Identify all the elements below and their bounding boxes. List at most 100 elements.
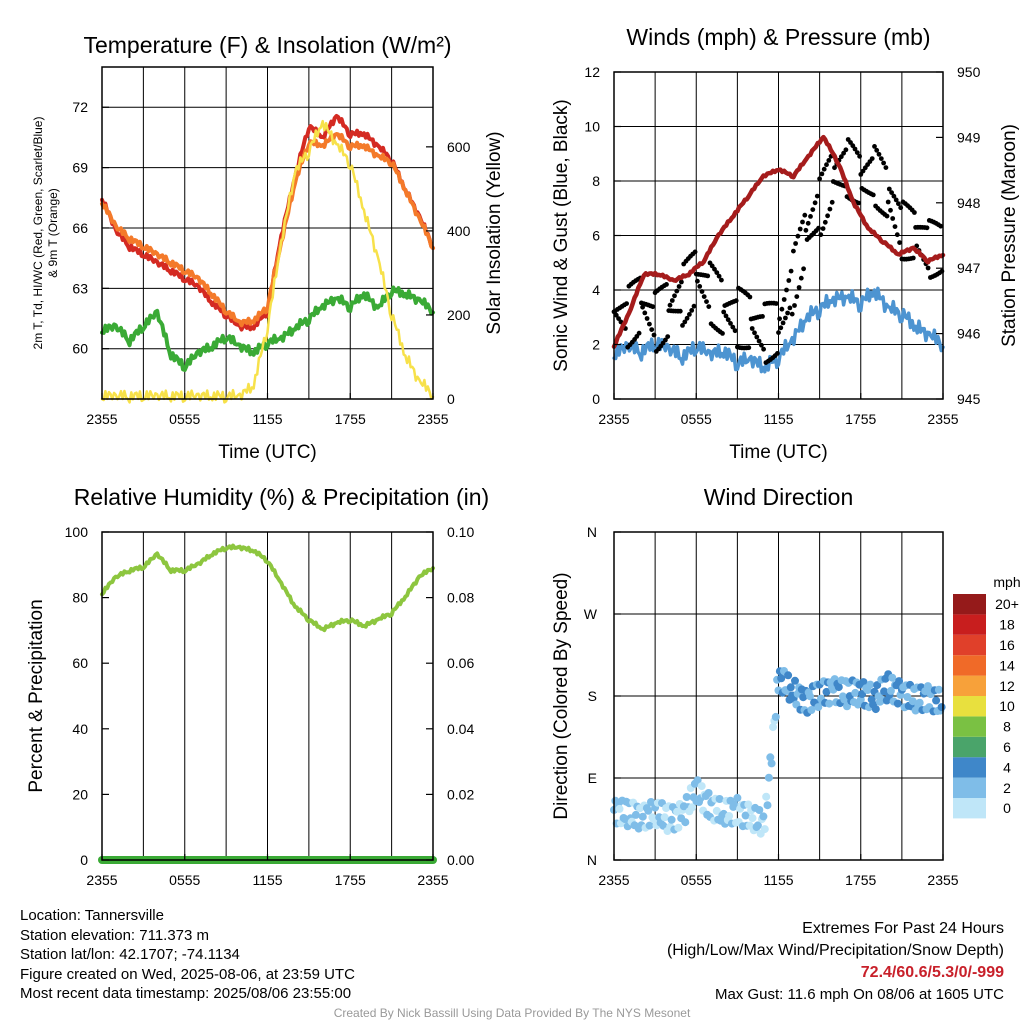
gust-point	[825, 213, 830, 219]
direction-point	[903, 693, 912, 701]
gust-point	[869, 156, 875, 162]
gust-point	[885, 199, 891, 205]
gust-point	[699, 289, 705, 294]
direction-point	[760, 825, 769, 834]
direction-point	[704, 789, 713, 797]
legend-swatch	[953, 777, 986, 798]
direction-point	[814, 703, 823, 712]
gust-point	[816, 225, 821, 231]
gust-point	[814, 193, 820, 199]
gust-point	[819, 171, 825, 177]
legend-label: 4	[1003, 759, 1011, 775]
x-tick-label: 1155	[763, 411, 793, 427]
gust-point	[826, 158, 832, 163]
gust-point	[797, 226, 803, 232]
legend-swatch	[953, 736, 986, 758]
panel-3-grid	[142, 532, 393, 860]
y-right-tick-label: 0.08	[447, 590, 474, 606]
gust-point	[752, 330, 757, 336]
gust-point	[817, 176, 822, 182]
y-right-axis-label: Station Pressure (Maroon)	[999, 124, 1020, 347]
recent-timestamp: Most recent data timestamp: 2025/08/06 2…	[20, 985, 352, 1002]
series-line-wind	[612, 286, 945, 374]
gust-point	[794, 294, 800, 299]
gust-point	[664, 282, 669, 287]
gust-point	[650, 304, 656, 310]
gust-point	[897, 240, 902, 246]
legend-swatch	[953, 655, 986, 676]
x-tick-label: 2355	[86, 411, 117, 427]
station-info: Location: Tannersville Station elevation…	[20, 906, 355, 1004]
y-right-tick-label: 0.02	[447, 786, 474, 802]
y-tick-label: 100	[65, 524, 89, 540]
x-tick-label: 2355	[927, 872, 958, 888]
gust-point	[636, 330, 642, 336]
gust-point	[822, 219, 828, 225]
gust-point	[787, 305, 793, 311]
y-right-tick-label: 400	[447, 223, 471, 239]
y-tick-label: 10	[584, 119, 600, 135]
gust-point	[756, 338, 762, 344]
y-tick-label: 6	[592, 228, 600, 244]
x-tick-label: 1155	[763, 872, 793, 888]
x-tick-label: 2355	[598, 411, 629, 427]
gust-point	[730, 324, 736, 330]
x-tick-label: 1755	[845, 872, 876, 888]
direction-point	[759, 812, 768, 821]
gust-point	[870, 192, 876, 198]
direction-point	[753, 821, 762, 830]
direction-point	[693, 776, 702, 785]
gust-point	[733, 298, 739, 304]
gust-point	[649, 327, 655, 332]
direction-point	[667, 815, 676, 824]
y-right-tick-label: 600	[447, 139, 471, 155]
direction-point	[744, 800, 753, 809]
gust-point	[672, 293, 677, 299]
gust-point	[852, 146, 858, 152]
x-axis-label: Time (UTC)	[218, 442, 317, 463]
gust-point	[888, 207, 893, 213]
gust-point	[760, 314, 765, 319]
max-gust: Max Gust: 11.6 mph On 08/06 at 1605 UTC	[714, 986, 1004, 1003]
direction-point	[807, 706, 816, 714]
gust-point	[613, 312, 619, 318]
direction-point	[688, 803, 697, 812]
legend-swatch	[953, 798, 986, 819]
gust-point	[896, 201, 901, 207]
gust-point	[827, 206, 833, 212]
gust-point	[723, 313, 729, 319]
direction-point	[697, 782, 706, 791]
direction-point	[873, 681, 882, 690]
gust-point	[691, 303, 697, 309]
gust-point	[719, 277, 724, 283]
chart-title: Wind Direction	[704, 484, 854, 510]
y-right-tick-label: 0.04	[447, 721, 474, 737]
gust-point	[890, 216, 896, 221]
y-right-tick-label: 0.10	[447, 524, 474, 540]
direction-point	[825, 699, 834, 708]
extremes-info: Extremes For Past 24 Hours (High/Low/Max…	[667, 918, 1004, 1006]
legend-label: 18	[999, 617, 1015, 633]
x-tick-label: 0555	[681, 872, 712, 888]
credit-line: Created By Nick Bassill Using Data Provi…	[333, 1006, 691, 1020]
gust-point	[647, 321, 652, 327]
gust-point	[779, 306, 785, 312]
direction-point	[631, 810, 640, 819]
station-latlon: Station lat/lon: 42.1707; -74.1134	[20, 946, 240, 963]
gust-point	[820, 226, 826, 232]
gust-point	[720, 331, 725, 336]
gust-point	[677, 308, 683, 314]
gust-point	[746, 345, 752, 351]
gust-point	[732, 328, 738, 334]
gust-point	[789, 311, 795, 317]
y-tick-label: N	[587, 524, 597, 540]
direction-point	[647, 798, 655, 806]
y-axis-label: Percent & Precipitation	[26, 599, 47, 792]
legend-swatch	[953, 716, 986, 737]
series-line-temp_9m	[100, 132, 435, 328]
gust-point	[876, 151, 882, 157]
figure-created: Figure created on Wed, 2025-08-06, at 23…	[20, 965, 355, 983]
gust-point	[679, 279, 684, 285]
direction-point	[725, 812, 734, 820]
gust-point	[759, 342, 764, 348]
